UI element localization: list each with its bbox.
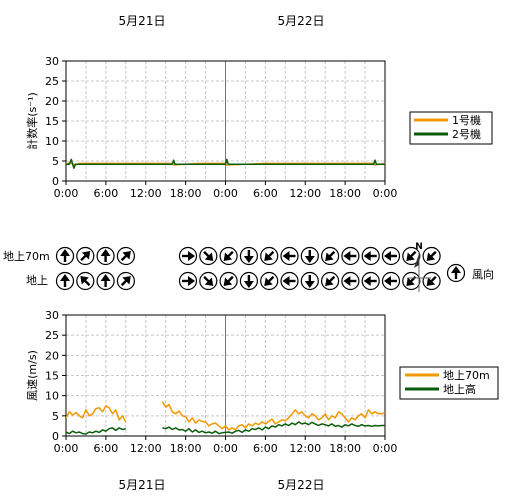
compass-needle	[414, 254, 419, 268]
count-rate-x-tick-label: 0:00	[213, 187, 238, 200]
count-rate-y-tick-label: 10	[45, 135, 59, 148]
wind-arrow-icon-upper	[178, 246, 198, 266]
wind-arrow-icon-lower	[219, 271, 238, 291]
count-rate-y-axis-title: 計数率(s⁻¹)	[25, 92, 39, 150]
count-rate-series-line-1	[66, 158, 385, 169]
wind-speed-y-axis-title: 風速(m/s)	[26, 350, 39, 401]
wind-arrow-icon-lower	[199, 271, 218, 291]
count-rate-legend: 1号機 2号機	[409, 111, 493, 145]
wind-direction-legend-label: 風向	[472, 267, 494, 281]
wind-arrow-icon-upper	[321, 246, 340, 266]
wind-speed-chart: 0 5 10 15 20 25 30 0:00 6:00 12:00 18:00 0:00 6:00 12…	[26, 309, 397, 455]
count-rate-x-tick-label: 12:00	[130, 187, 162, 200]
wind-arrow-icon-lower	[422, 271, 441, 291]
wind-arrow-icon-upper	[55, 246, 75, 266]
compass-rose: N	[407, 242, 431, 292]
wind-speed-x-tick-label: 0:00	[213, 442, 238, 455]
legend-label-unit1: 1号機	[452, 113, 481, 127]
wind-direction-legend-arrow	[446, 263, 466, 283]
wind-speed-series-line-3	[162, 421, 385, 435]
wind-row-lower-label: 地上	[26, 274, 48, 287]
wind-speed-x-tick-label: 0:00	[54, 442, 79, 455]
wind-speed-series-line-0	[66, 405, 127, 423]
legend-label-ground: 地上高	[443, 382, 476, 396]
wind-arrow-icon-upper	[341, 246, 360, 266]
wind-arrow-icon-lower	[76, 271, 95, 291]
wind-row-upper-label: 地上70m	[3, 250, 50, 263]
wind-speed-y-tick-label: 15	[45, 370, 59, 383]
count-rate-chart: 0 5 10 15 20 25 30 0:00 6:00 12:00 18:00 0:00 6:00 12…	[25, 55, 397, 200]
count-rate-y-tick-label: 15	[45, 115, 59, 128]
wind-speed-legend: 地上70m 地上高	[399, 366, 499, 400]
date-label-bottom-day2: 5月22日	[278, 478, 325, 492]
count-rate-y-tick-label: 0	[52, 175, 59, 188]
wind-arrow-icon-upper	[96, 246, 115, 266]
wind-arrow-icon-upper	[239, 246, 258, 266]
legend-label-70m: 地上70m	[443, 369, 490, 382]
count-rate-y-tick-label: 5	[52, 155, 59, 168]
wind-arrow-icon-upper	[199, 246, 218, 266]
wind-direction-rows	[55, 246, 441, 291]
wind-speed-y-tick-label: 10	[45, 390, 59, 403]
date-label-top-day2: 5月22日	[278, 14, 325, 28]
wind-speed-x-tick-label: 12:00	[130, 442, 162, 455]
wind-speed-x-tick-label: 6:00	[94, 442, 119, 455]
wind-speed-y-tick-label: 0	[52, 430, 59, 443]
count-rate-x-tick-label: 18:00	[170, 187, 202, 200]
count-rate-x-tick-label: 6:00	[94, 187, 119, 200]
wind-arrow-icon-upper	[219, 246, 238, 266]
wind-speed-y-tick-label: 5	[52, 410, 59, 423]
wind-speed-x-tick-label: 18:00	[329, 442, 361, 455]
wind-arrow-icon-lower	[96, 271, 115, 291]
wind-arrow-icon-lower	[321, 271, 340, 291]
wind-direction-legend-icon	[446, 263, 466, 283]
wind-arrow-icon-upper	[76, 246, 95, 266]
wind-speed-x-tick-label: 6:00	[253, 442, 278, 455]
wind-arrow-icon-lower	[239, 271, 258, 291]
wind-arrow-icon-lower	[381, 271, 401, 291]
count-rate-y-tick-label: 25	[45, 75, 59, 88]
wind-speed-x-tick-label: 18:00	[170, 442, 202, 455]
count-rate-x-tick-label: 18:00	[329, 187, 361, 200]
wind-speed-y-tick-label: 25	[45, 329, 59, 342]
wind-arrow-icon-upper	[300, 246, 319, 266]
wind-arrow-icon-lower	[55, 271, 75, 291]
wind-arrow-icon-upper	[361, 246, 380, 266]
wind-arrow-icon-upper	[422, 246, 441, 266]
count-rate-x-tick-label: 0:00	[373, 187, 398, 200]
wind-arrow-icon-lower	[260, 271, 279, 291]
compass-north-label: N	[415, 242, 423, 252]
legend-label-unit2: 2号機	[452, 127, 481, 141]
wind-arrow-icon-lower	[341, 271, 360, 291]
count-rate-y-tick-label: 30	[45, 55, 59, 68]
date-label-bottom-day1: 5月21日	[119, 478, 166, 492]
count-rate-y-tick-label: 20	[45, 95, 59, 108]
date-label-top-day1: 5月21日	[119, 14, 166, 28]
wind-speed-series-line-2	[66, 427, 126, 435]
wind-speed-y-tick-label: 20	[45, 349, 59, 362]
count-rate-x-tick-label: 0:00	[54, 187, 79, 200]
wind-arrow-icon-lower	[116, 271, 136, 291]
wind-speed-x-tick-label: 12:00	[289, 442, 321, 455]
wind-arrow-icon-upper	[260, 246, 279, 266]
wind-speed-series-line-1	[161, 401, 385, 431]
wind-arrow-icon-upper	[280, 246, 299, 266]
wind-arrow-icon-lower	[280, 271, 299, 291]
count-rate-x-tick-label: 12:00	[289, 187, 321, 200]
wind-arrow-icon-lower	[178, 271, 198, 291]
wind-arrow-icon-upper	[116, 246, 136, 266]
wind-speed-x-tick-label: 0:00	[373, 442, 398, 455]
wind-arrow-icon-upper	[381, 246, 401, 266]
wind-speed-y-tick-label: 30	[45, 309, 59, 322]
wind-arrow-icon-lower	[300, 271, 319, 291]
count-rate-x-tick-label: 6:00	[253, 187, 278, 200]
wind-arrow-icon-lower	[402, 271, 421, 291]
wind-arrow-icon-lower	[361, 271, 380, 291]
wind-arrow-icon-upper	[402, 246, 421, 266]
